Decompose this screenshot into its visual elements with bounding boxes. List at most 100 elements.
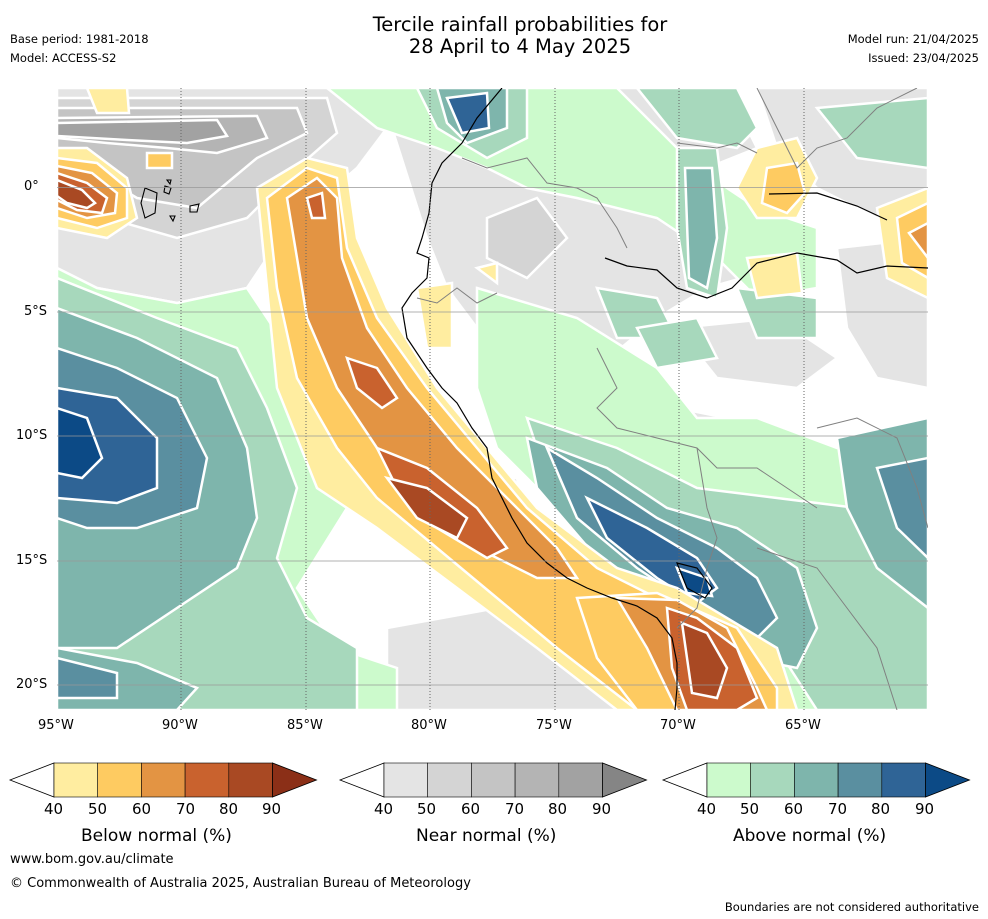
above-normal-region: [445, 91, 491, 135]
colorbar-near-normal: [338, 762, 648, 798]
gridlines: [57, 88, 928, 710]
title-line-1: Tercile rainfall probabilities for: [372, 13, 668, 36]
below-tick-90: 90: [262, 800, 282, 818]
border: [596, 347, 818, 509]
island: [189, 203, 200, 213]
below-normal-region: [745, 251, 804, 300]
issued-text: Issued: 23/04/2025: [868, 51, 979, 65]
border: [816, 417, 928, 529]
above-tick-50: 50: [740, 800, 760, 818]
island: [140, 187, 158, 219]
near-normal-title: Near normal (%): [416, 826, 557, 846]
near-tick-80: 80: [548, 800, 568, 818]
map-title: Tercile rainfall probabilities for 28 Ap…: [0, 14, 988, 58]
island: [169, 215, 176, 223]
below-normal-region: [85, 88, 131, 115]
disclaimer-text: Boundaries are not considered authoritat…: [724, 900, 979, 914]
below-tick-70: 70: [176, 800, 196, 818]
website-link[interactable]: www.bom.gov.au/climate: [10, 852, 174, 867]
near-normal-region: [57, 118, 230, 145]
below-normal-regions: [57, 88, 928, 710]
above-normal-region: [635, 88, 759, 150]
above-colorbar-bin: [750, 762, 795, 798]
near-colorbar-lower-extension: [338, 762, 385, 798]
coastline: [768, 192, 888, 221]
lat-label-5s: 5°S: [24, 304, 48, 319]
below-normal-region: [57, 178, 97, 210]
below-colorbar-upper-extension: [272, 762, 318, 798]
below-colorbar-bin: [228, 762, 273, 798]
above-colorbar-bin: [881, 762, 926, 798]
below-normal-region: [760, 161, 807, 215]
national-borders: [416, 88, 928, 710]
near-tick-90: 90: [592, 800, 612, 818]
below-normal-region: [680, 621, 729, 700]
below-colorbar-bin: [97, 762, 142, 798]
above-normal-region: [57, 406, 104, 480]
above-normal-region: [635, 316, 719, 370]
border: [756, 88, 918, 169]
below-normal-region: [895, 201, 928, 280]
above-tick-60: 60: [784, 800, 804, 818]
above-tick-80: 80: [871, 800, 891, 818]
base-period-text: Base period: 1981-2018: [10, 32, 149, 46]
near-tick-40: 40: [374, 800, 394, 818]
near-tick-50: 50: [417, 800, 437, 818]
above-normal-title: Above normal (%): [733, 826, 887, 846]
below-normal-region: [415, 281, 454, 350]
lon-label-70w: 70°W: [660, 718, 696, 733]
probability-map: [57, 88, 928, 710]
above-normal-region: [683, 166, 719, 290]
below-colorbar-bin: [53, 762, 99, 798]
above-normal-region: [57, 656, 119, 700]
lat-label-10s: 10°S: [16, 428, 48, 443]
near-colorbar-bin: [471, 762, 516, 798]
above-tick-90: 90: [915, 800, 935, 818]
below-normal-region: [305, 191, 327, 220]
below-normal-region: [907, 221, 928, 261]
near-normal-region: [485, 196, 569, 280]
below-tick-50: 50: [88, 800, 108, 818]
border: [676, 447, 718, 629]
lat-label-20s: 20°S: [16, 677, 48, 692]
below-colorbar-bin: [141, 762, 186, 798]
below-colorbar-bin: [184, 762, 230, 798]
below-tick-40: 40: [44, 800, 64, 818]
near-colorbar-upper-extension: [602, 762, 648, 798]
island: [165, 179, 172, 186]
below-normal-title: Below normal (%): [81, 826, 232, 846]
below-tick-60: 60: [132, 800, 152, 818]
below-normal-region: [474, 261, 499, 286]
near-colorbar-bin: [427, 762, 472, 798]
coastline: [604, 252, 928, 299]
below-normal-region: [345, 356, 399, 410]
above-tick-40: 40: [697, 800, 717, 818]
border: [676, 142, 758, 154]
colorbar-above-normal: [661, 762, 971, 798]
copyright-text: © Commonwealth of Australia 2025, Austra…: [10, 876, 471, 891]
colorbar-below-normal: [8, 762, 318, 798]
border: [461, 157, 628, 249]
title-line-2: 28 April to 4 May 2025: [408, 35, 632, 58]
map-fields: [57, 88, 928, 710]
above-colorbar-bin: [706, 762, 752, 798]
below-tick-80: 80: [219, 800, 239, 818]
lon-label-80w: 80°W: [411, 718, 447, 733]
coastline: [401, 88, 678, 710]
lon-label-65w: 65°W: [785, 718, 821, 733]
coastline: [676, 562, 713, 599]
above-colorbar-bin: [837, 762, 883, 798]
near-colorbar-bin: [383, 762, 429, 798]
legend-colorbars: [8, 762, 971, 798]
above-normal-regions: [57, 88, 928, 710]
above-normal-region: [674, 565, 714, 598]
lon-label-85w: 85°W: [287, 718, 323, 733]
above-colorbar-upper-extension: [925, 762, 971, 798]
lat-label-0: 0°: [24, 179, 39, 194]
near-colorbar-bin: [514, 762, 560, 798]
lon-label-75w: 75°W: [536, 718, 572, 733]
below-normal-region: [383, 475, 469, 540]
lat-label-15s: 15°S: [16, 553, 48, 568]
model-run-text: Model run: 21/04/2025: [847, 32, 979, 46]
near-tick-70: 70: [505, 800, 525, 818]
